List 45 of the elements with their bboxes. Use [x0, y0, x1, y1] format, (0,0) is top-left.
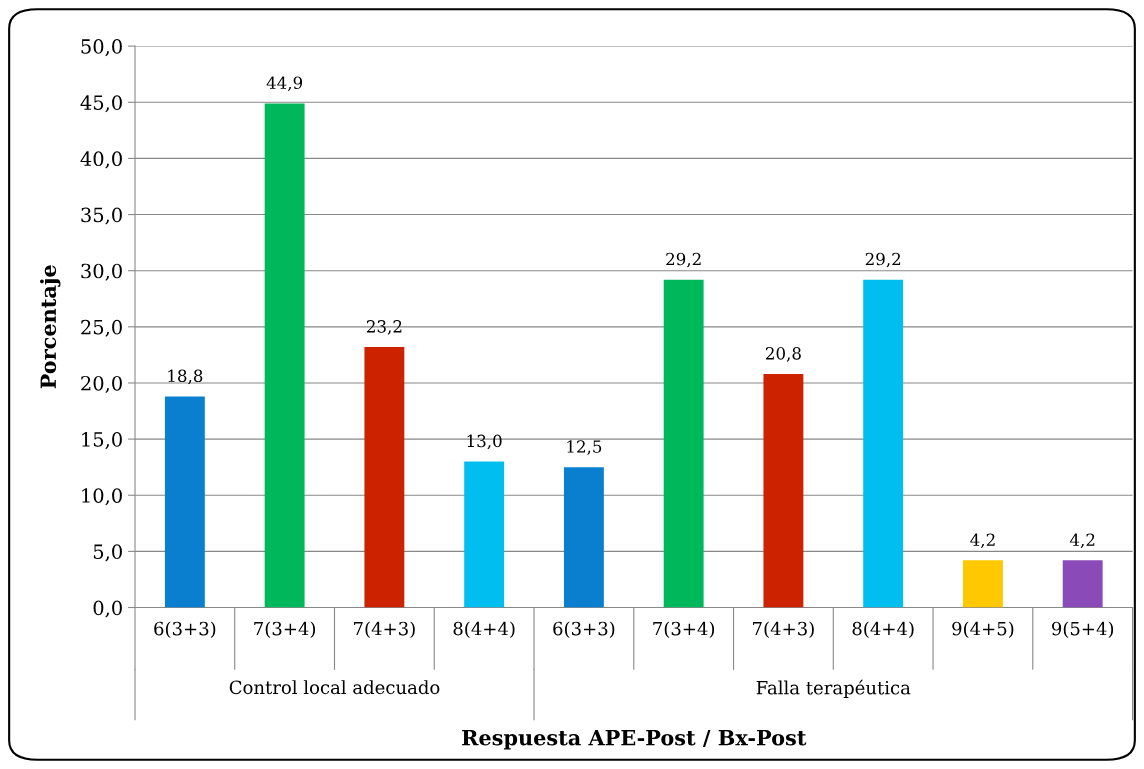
data-label: 20,8 [765, 347, 801, 362]
data-label: 44,9 [266, 76, 303, 92]
bar [863, 279, 904, 608]
x-tick-label: 7(4+3) [753, 621, 814, 638]
bar [1062, 560, 1103, 608]
y-tick-label: 50,0 [81, 39, 122, 57]
data-label: 29,2 [865, 252, 901, 268]
data-label: 4,2 [970, 533, 995, 549]
x-tick-label: 6(3+3) [553, 621, 615, 638]
text: Falla terapéutica [756, 679, 911, 699]
data-label: 12,5 [567, 440, 602, 455]
data-label: 4,2 [1069, 533, 1095, 549]
x-tick-label: 9(4+5) [952, 621, 1014, 638]
x-tick-label: 8(4+4) [852, 621, 914, 638]
data-label: 18,8 [168, 369, 203, 385]
text: Control local adecuado [229, 680, 440, 695]
y-tick-label: 15,0 [82, 432, 122, 450]
x-tick-label: 9(5+4) [1051, 621, 1114, 638]
x-tick-label: 6(3+3) [154, 621, 216, 638]
y-tick-label: 25,0 [81, 319, 122, 337]
x-tick-label: 7(3+4) [653, 621, 715, 638]
data-label: 13,0 [467, 434, 502, 450]
data-label: 29,2 [666, 252, 701, 268]
bar [464, 461, 505, 608]
y-tick-label: 20,0 [81, 375, 122, 393]
bar [663, 279, 704, 608]
bar [364, 347, 405, 608]
x-axis-title: Respuesta APE-Post / Bx-Post [462, 729, 807, 750]
data-label: 23,2 [366, 320, 402, 335]
x-tick-label: 7(3+4) [254, 621, 316, 638]
bar [763, 373, 804, 608]
bar [563, 467, 604, 608]
y-tick-label: 40,0 [80, 151, 122, 169]
y-tick-label: 5,0 [93, 544, 122, 562]
y-tick-label: 0,0 [93, 600, 122, 618]
y-tick-label: 30,0 [81, 263, 122, 281]
y-axis-title: Porcentaje [39, 265, 61, 389]
bar [962, 560, 1003, 608]
bar [264, 103, 305, 608]
x-tick-label: 7(4+3) [354, 621, 415, 638]
y-tick-label: 10,0 [82, 488, 122, 506]
x-tick-label: 8(4+4) [453, 621, 515, 638]
bar [164, 396, 205, 608]
y-tick-label: 45,0 [80, 95, 122, 113]
y-tick-label: 35,0 [81, 207, 122, 225]
